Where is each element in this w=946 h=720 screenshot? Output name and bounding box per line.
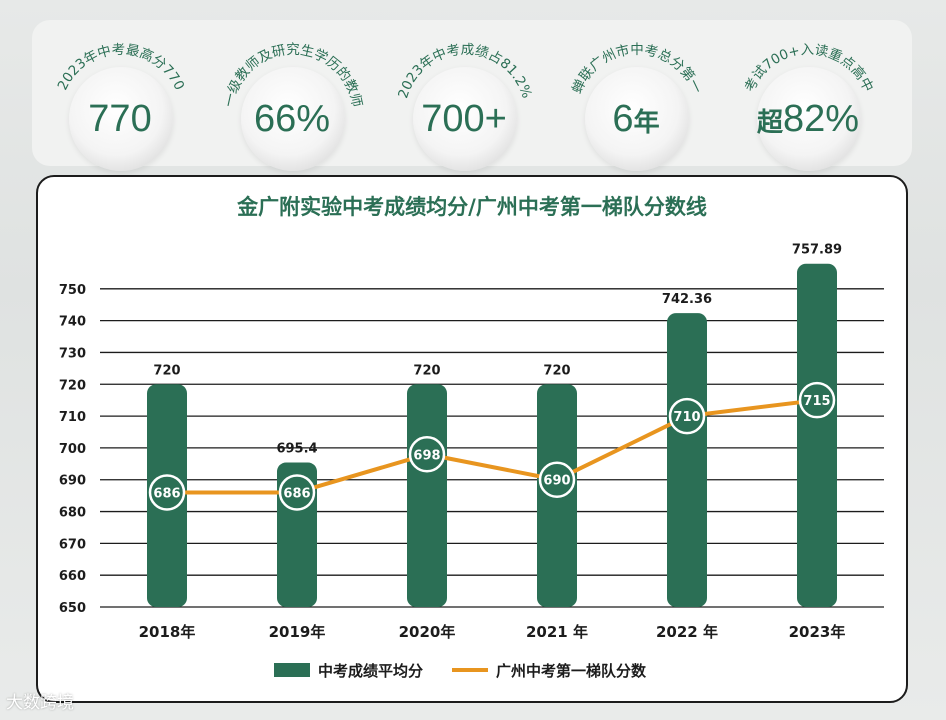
stat-circle	[241, 67, 345, 171]
line-marker-label: 690	[543, 474, 570, 489]
bar-value-label: 720	[543, 363, 570, 378]
stat-label-arc: 蝉联广州市中考总分第一	[569, 41, 705, 96]
x-tick-label: 2020年	[399, 623, 456, 641]
legend-label: 广州中考第一梯队分数	[496, 662, 647, 680]
stat-value-number: 82%	[782, 98, 860, 140]
line-marker	[148, 474, 186, 511]
series-line	[167, 398, 818, 495]
chart-title: 金广附实验中考成绩均分/广州中考第一梯队分数线	[236, 195, 707, 219]
stat-value: 6年	[548, 98, 724, 141]
stat-label: 蝉联广州市中考总分第一	[569, 41, 705, 96]
y-tick-label: 680	[59, 506, 86, 521]
chart-card: 金广附实验中考成绩均分/广州中考第一梯队分数线 650 660 670 680 690 70…	[36, 175, 908, 703]
stat-value: 66%	[204, 98, 380, 141]
bar-value-label: 742.36	[662, 292, 712, 307]
line-marker	[278, 474, 316, 511]
y-tick-label: 690	[59, 474, 86, 489]
x-tick-label: 2018年	[139, 623, 196, 641]
bar	[797, 263, 837, 607]
stat-circle	[757, 67, 861, 171]
stat-item: 一级教师及研究生学历的教师 66%	[204, 20, 380, 171]
stat-value: 700+	[376, 98, 552, 141]
chart-svg: 金广附实验中考成绩均分/广州中考第一梯队分数线 650 660 670 680 690 70…	[59, 195, 884, 680]
stat-value-number: 6	[612, 98, 634, 140]
y-tick-label: 670	[59, 537, 86, 552]
bar-value-label: 695.4	[276, 442, 317, 457]
x-tick-label: 2023年	[789, 623, 846, 641]
line-marker-label: 710	[673, 410, 700, 425]
line-marker-label: 686	[283, 486, 310, 501]
stat-label-arc: 一级教师及研究生学历的教师	[221, 42, 365, 108]
stat-circle	[413, 67, 517, 171]
x-tick-label: 2021 年	[526, 623, 588, 641]
stat-label: 考试700+入读重点高中	[742, 42, 876, 95]
stat-value-suffix: 年	[633, 107, 660, 137]
line-marker	[798, 381, 836, 419]
x-tick-label: 2022 年	[656, 623, 718, 641]
stat-value: 770	[32, 98, 208, 141]
legend: 中考成绩平均分 广州中考第一梯队分数	[274, 662, 647, 680]
stat-label-arc: 考试700+入读重点高中	[742, 42, 876, 95]
line-marker	[668, 397, 706, 435]
stat-circle	[585, 67, 689, 171]
y-tick-label: 730	[59, 346, 86, 361]
x-tick-label: 2019年	[269, 623, 326, 641]
stat-label: 2023年中考成绩占81.2%	[395, 42, 534, 101]
stat-value-number: 700+	[421, 98, 507, 140]
stat-value-prefix: 超	[756, 107, 783, 137]
line-marker	[538, 461, 576, 498]
y-tick-label: 720	[59, 378, 86, 393]
bar-value-label: 720	[413, 363, 440, 378]
y-tick-label: 750	[59, 283, 86, 298]
y-tick-label: 700	[59, 442, 86, 457]
watermark: 大数跨境	[6, 693, 74, 713]
stat-label: 2023年中考最高分770	[55, 42, 188, 93]
bar-value-label: 757.89	[792, 243, 842, 258]
stat-label-arc: 2023年中考成绩占81.2%	[395, 42, 534, 101]
bar	[667, 313, 707, 607]
legend-swatch-bar	[274, 663, 310, 677]
y-tick-label: 710	[59, 410, 86, 425]
y-tick-label: 660	[59, 569, 86, 584]
line-marker-label: 686	[153, 486, 180, 501]
bar-value-label: 720	[153, 363, 180, 378]
line-marker	[408, 436, 446, 473]
stat-circle	[69, 67, 173, 171]
stat-item: 2023年中考最高分770 770	[32, 20, 208, 171]
stat-value-number: 770	[88, 98, 152, 140]
stat-value: 超82%	[720, 98, 896, 141]
y-tick-label: 650	[59, 601, 86, 616]
line-marker-label: 715	[803, 394, 830, 409]
stat-item: 考试700+入读重点高中 超82%	[720, 20, 896, 171]
y-tick-label: 740	[59, 315, 86, 330]
stat-item: 蝉联广州市中考总分第一 6年	[548, 20, 724, 171]
stat-item: 2023年中考成绩占81.2% 700+	[376, 20, 552, 171]
stat-label-arc: 2023年中考最高分770	[55, 42, 188, 93]
bar	[407, 384, 447, 607]
stat-value-number: 66%	[253, 98, 331, 140]
stats-bar: 2023年中考最高分770 770 一级教师及研究生学历的教师 66% 2023年中考成…	[32, 20, 912, 171]
legend-label: 中考成绩平均分	[318, 662, 423, 680]
line-marker-label: 698	[413, 448, 440, 463]
